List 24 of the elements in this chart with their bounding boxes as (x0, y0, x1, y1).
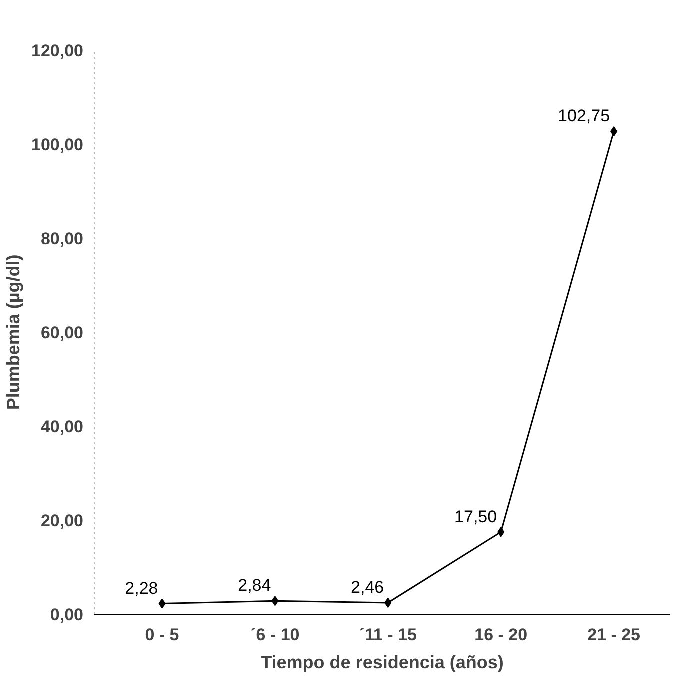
point (272, 596, 279, 606)
data-label: 2,28 (125, 578, 158, 598)
y-tick-label: 20,00 (40, 512, 84, 530)
x-tick-label: 21 - 25 (588, 626, 641, 644)
y-tick-label: 100,00 (32, 136, 84, 154)
y-tick-label: 80,00 (40, 230, 84, 248)
data-label: 17,50 (454, 507, 498, 526)
data-label: 2,46 (351, 578, 384, 597)
x-tick-label: 16 - 20 (474, 626, 528, 644)
y-axis-title: Plumbemia (µg/dl) (4, 254, 24, 410)
y-tick-label: 120,00 (32, 42, 84, 60)
point (158, 598, 166, 609)
x-tick-label: 0 - 5 (145, 626, 180, 644)
x-tick-label: ´11 - 15 (359, 626, 417, 644)
data-label: 102,75 (558, 106, 610, 126)
point (384, 598, 392, 608)
y-tick-label: 40,00 (40, 418, 84, 436)
x-tick-label: ´6 - 10 (250, 626, 300, 644)
point (610, 126, 618, 137)
data-label: 2,84 (238, 576, 272, 596)
x-axis-title: Tiempo de residencia (años) (261, 652, 504, 672)
y-tick-label: 60,00 (40, 324, 84, 342)
point (498, 527, 505, 538)
y-tick-label: 0,00 (50, 606, 84, 624)
